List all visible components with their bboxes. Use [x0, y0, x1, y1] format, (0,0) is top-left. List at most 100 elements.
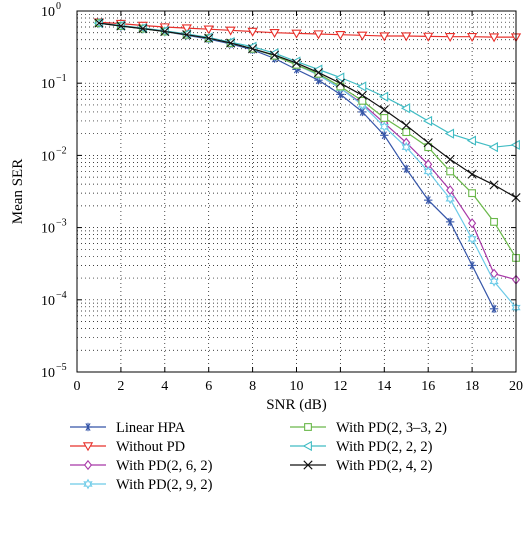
y-tick-label: 10 [41, 366, 55, 381]
y-tick-label-exponent: −5 [56, 362, 67, 373]
data-point [402, 164, 411, 174]
y-tick-label: 10 [41, 222, 55, 237]
y-tick-label-exponent: 0 [56, 1, 61, 12]
series-line [98, 22, 517, 148]
series-5 [93, 17, 520, 153]
data-point [181, 24, 192, 34]
data-point [401, 32, 412, 42]
data-point [379, 32, 390, 42]
data-point [138, 24, 148, 34]
x-tick-label: 14 [377, 379, 391, 394]
data-point [467, 261, 477, 270]
legend-label: With PD(2, 3–3, 2) [336, 420, 447, 436]
data-point [423, 166, 433, 177]
data-point [247, 27, 258, 37]
legend-entry: With PD(2, 3–3, 2) [290, 420, 447, 436]
legend-swatch-marker [303, 460, 313, 470]
y-tick-label: 10 [41, 77, 55, 92]
legend-entry: With PD(2, 6, 2) [70, 458, 213, 474]
data-point [445, 33, 456, 43]
x-tick-label: 20 [509, 379, 523, 394]
series-line [98, 22, 517, 259]
data-point [248, 44, 258, 54]
y-tick-label-exponent: −2 [56, 145, 67, 156]
data-point [291, 58, 302, 68]
legend-swatch-marker [83, 478, 93, 490]
x-tick-label: 6 [205, 379, 212, 394]
data-point [402, 128, 411, 137]
legend-swatch-marker [83, 459, 93, 471]
data-point [204, 33, 214, 43]
data-point [379, 105, 389, 115]
legend-label: With PD(2, 2, 2) [336, 439, 433, 455]
x-tick-label: 12 [333, 379, 347, 394]
y-axis-title: Mean SER [10, 159, 26, 224]
data-point [424, 195, 433, 205]
legend-swatch-marker [82, 442, 94, 452]
y-tick-label: 10 [41, 5, 55, 20]
ticks [76, 10, 517, 373]
data-point [401, 141, 411, 153]
data-point [445, 154, 455, 164]
data-point [225, 26, 236, 36]
legend-entry: With PD(2, 4, 2) [290, 458, 433, 474]
data-point [313, 30, 324, 40]
series-layer [93, 17, 522, 314]
x-tick-label: 8 [249, 379, 256, 394]
data-point [357, 90, 367, 100]
data-point [488, 33, 500, 43]
data-point [226, 38, 236, 48]
x-tick-label: 4 [161, 379, 168, 394]
legend-label: With PD(2, 6, 2) [116, 458, 213, 474]
legend-entry: Linear HPA [70, 420, 186, 436]
legend-entry: With PD(2, 2, 2) [290, 439, 433, 455]
x-tick-label: 0 [74, 379, 81, 394]
data-point [357, 81, 367, 92]
y-tick-label-exponent: −1 [56, 73, 67, 84]
data-point [466, 135, 477, 146]
series-4 [95, 19, 520, 262]
y-tick-label-exponent: −3 [56, 218, 67, 229]
series-2 [94, 18, 521, 285]
data-point [467, 233, 477, 245]
data-point [160, 26, 170, 37]
x-tick-label: 16 [421, 379, 435, 394]
data-point [291, 29, 302, 39]
legend-swatch-marker [304, 423, 312, 431]
data-point [269, 29, 280, 39]
data-point [401, 120, 411, 131]
data-point [489, 275, 499, 287]
legend-entry: With PD(2, 9, 2) [70, 477, 213, 493]
legend-swatch-marker [83, 422, 93, 432]
legend-label: With PD(2, 4, 2) [336, 458, 433, 474]
x-axis-title: SNR (dB) [266, 397, 326, 413]
data-point [445, 193, 455, 205]
data-point [182, 30, 192, 40]
series-3 [94, 17, 521, 313]
legend-swatch-marker [302, 440, 312, 452]
x-tick-label: 10 [290, 379, 304, 394]
y-tick-label-exponent: −4 [56, 290, 67, 301]
data-point [379, 121, 389, 133]
data-point [94, 18, 104, 28]
legend-entry: Without PD [70, 439, 185, 455]
legend-label: Without PD [116, 439, 185, 455]
y-tick-label: 10 [41, 149, 55, 164]
legend-label: With PD(2, 9, 2) [116, 477, 213, 493]
data-point [335, 30, 346, 40]
data-point [424, 143, 433, 152]
data-point [468, 218, 477, 229]
legend: Linear HPA Without PD With PD(2, 6, 2) With… [70, 420, 447, 493]
data-point [445, 217, 455, 227]
data-point [466, 33, 478, 43]
data-point [335, 78, 345, 88]
data-point [269, 50, 280, 60]
data-point [468, 189, 477, 198]
data-point [444, 128, 455, 139]
x-tick-label: 18 [465, 379, 479, 394]
data-point [490, 217, 498, 226]
data-point [489, 304, 499, 314]
x-tick-label: 2 [117, 379, 124, 394]
